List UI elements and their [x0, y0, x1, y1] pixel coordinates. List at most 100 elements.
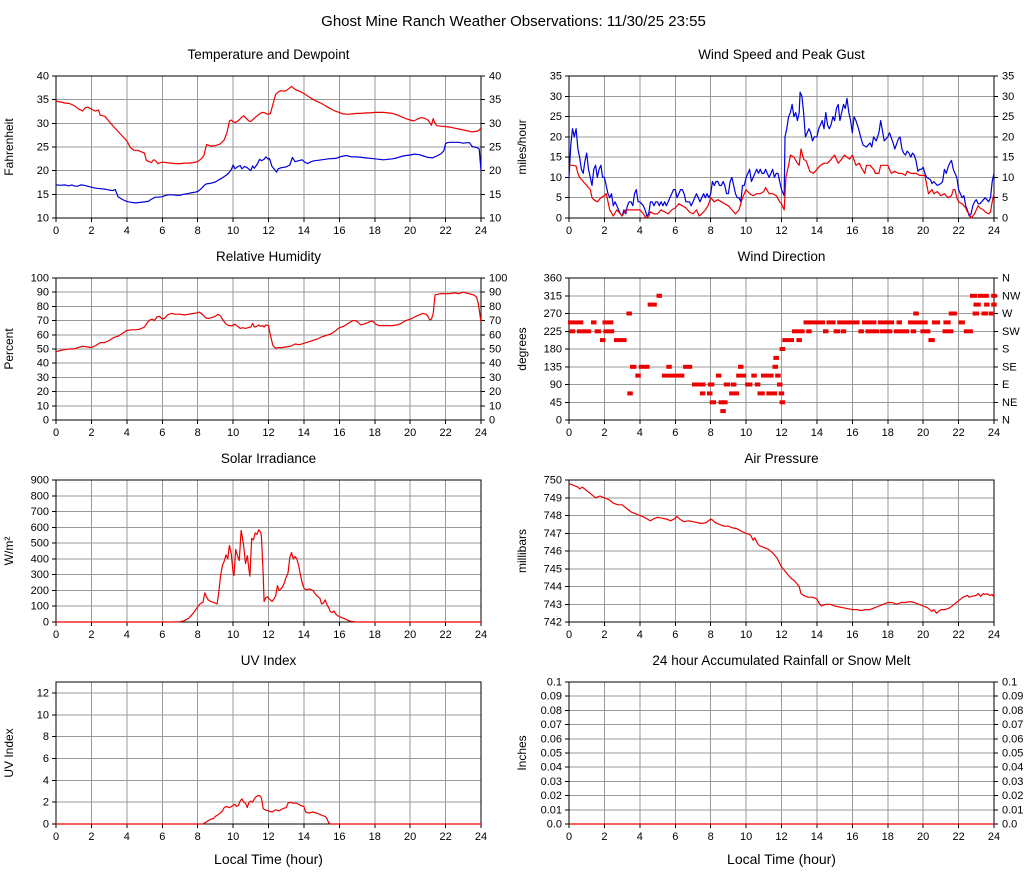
svg-text:40: 40	[37, 358, 49, 370]
svg-text:0: 0	[53, 629, 59, 641]
svg-text:747: 747	[544, 528, 562, 540]
svg-text:20: 20	[917, 629, 929, 641]
svg-text:400: 400	[31, 553, 49, 565]
svg-text:24: 24	[988, 831, 1000, 843]
svg-text:24: 24	[475, 427, 487, 439]
svg-text:30: 30	[489, 118, 501, 130]
svg-text:24: 24	[475, 629, 487, 641]
chart-rainfall: 24 hour Accumulated Rainfall or Snow Mel…	[513, 646, 1027, 878]
svg-text:W: W	[1002, 308, 1013, 320]
svg-text:12: 12	[37, 687, 49, 699]
svg-text:0.03: 0.03	[541, 776, 562, 788]
svg-text:NE: NE	[1002, 397, 1017, 409]
svg-text:749: 749	[544, 492, 562, 504]
svg-text:0: 0	[566, 629, 572, 641]
svg-text:6: 6	[159, 629, 165, 641]
svg-text:0.09: 0.09	[541, 691, 562, 703]
svg-text:12: 12	[775, 225, 787, 237]
svg-text:6: 6	[672, 629, 678, 641]
svg-text:10: 10	[740, 629, 752, 641]
svg-text:20: 20	[404, 427, 416, 439]
svg-text:10: 10	[37, 400, 49, 412]
svg-text:2: 2	[601, 629, 607, 641]
svg-text:180: 180	[544, 344, 562, 356]
svg-text:16: 16	[333, 225, 345, 237]
svg-text:12: 12	[262, 629, 274, 641]
svg-text:16: 16	[846, 831, 858, 843]
svg-text:18: 18	[369, 629, 381, 641]
svg-text:5: 5	[556, 192, 562, 204]
rainfall-plot: 0.0 0.0 0.01 0.01 0.02 0.02 0.03 0.03 0.04 0.04 0.…	[515, 677, 1023, 844]
svg-text:20: 20	[489, 386, 501, 398]
svg-text:20: 20	[37, 165, 49, 177]
svg-text:35: 35	[1002, 71, 1014, 83]
svg-text:0.05: 0.05	[541, 748, 562, 760]
svg-text:20: 20	[917, 831, 929, 843]
svg-text:0: 0	[43, 415, 49, 427]
svg-text:35: 35	[550, 71, 562, 83]
svg-text:0.09: 0.09	[1002, 691, 1023, 703]
svg-text:35: 35	[37, 94, 49, 106]
svg-text:30: 30	[37, 118, 49, 130]
svg-text:0.08: 0.08	[1002, 705, 1023, 717]
svg-text:900: 900	[31, 475, 49, 487]
svg-text:90: 90	[37, 287, 49, 299]
svg-text:25: 25	[489, 142, 501, 154]
svg-text:0.06: 0.06	[541, 733, 562, 745]
svg-text:8: 8	[195, 629, 201, 641]
svg-text:0.05: 0.05	[1002, 748, 1023, 760]
svg-text:200: 200	[31, 585, 49, 597]
chart-title: Relative Humidity	[215, 249, 322, 264]
svg-text:22: 22	[952, 831, 964, 843]
svg-text:Inches: Inches	[515, 735, 529, 770]
svg-text:4: 4	[637, 629, 643, 641]
svg-text:30: 30	[1002, 91, 1014, 103]
svg-text:90: 90	[550, 379, 562, 391]
svg-text:14: 14	[811, 629, 823, 641]
svg-text:70: 70	[37, 315, 49, 327]
svg-text:18: 18	[882, 831, 894, 843]
chart-title: 24 hour Accumulated Rainfall or Snow Mel…	[652, 653, 911, 668]
svg-text:10: 10	[740, 427, 752, 439]
svg-text:18: 18	[369, 831, 381, 843]
svg-text:8: 8	[195, 427, 201, 439]
svg-text:2: 2	[88, 427, 94, 439]
svg-text:80: 80	[489, 301, 501, 313]
svg-text:millibars: millibars	[515, 529, 529, 573]
svg-text:8: 8	[708, 427, 714, 439]
svg-text:18: 18	[369, 427, 381, 439]
svg-text:748: 748	[544, 510, 562, 522]
svg-text:20: 20	[1002, 131, 1014, 143]
svg-text:12: 12	[262, 427, 274, 439]
svg-text:0: 0	[556, 415, 562, 427]
svg-text:16: 16	[846, 225, 858, 237]
svg-text:0.0: 0.0	[547, 819, 562, 831]
svg-text:0.02: 0.02	[541, 790, 562, 802]
svg-text:800: 800	[31, 490, 49, 502]
svg-text:25: 25	[37, 142, 49, 154]
svg-text:30: 30	[550, 91, 562, 103]
svg-text:90: 90	[489, 287, 501, 299]
svg-text:NW: NW	[1002, 290, 1021, 302]
page-title: Ghost Mine Ranch Weather Observations: 1…	[321, 13, 706, 30]
svg-text:12: 12	[775, 427, 787, 439]
svg-text:SE: SE	[1002, 361, 1017, 373]
svg-text:S: S	[1002, 344, 1009, 356]
chart-title: Solar Irradiance	[220, 451, 317, 466]
svg-text:18: 18	[882, 629, 894, 641]
svg-text:2: 2	[43, 797, 49, 809]
svg-text:10: 10	[227, 225, 239, 237]
chart-relative-humidity: Relative Humidity 0 0 10 10 20 20 30 30 40 40 50 50…	[0, 242, 513, 444]
svg-text:10: 10	[227, 427, 239, 439]
chart-title: UV Index	[240, 653, 297, 668]
svg-text:10: 10	[740, 225, 752, 237]
svg-text:miles/hour: miles/hour	[515, 119, 529, 174]
svg-text:2: 2	[601, 225, 607, 237]
svg-text:22: 22	[439, 629, 451, 641]
svg-text:0: 0	[566, 427, 572, 439]
x-axis-title: Local Time (hour)	[727, 851, 836, 867]
svg-text:700: 700	[31, 506, 49, 518]
svg-text:0: 0	[566, 831, 572, 843]
